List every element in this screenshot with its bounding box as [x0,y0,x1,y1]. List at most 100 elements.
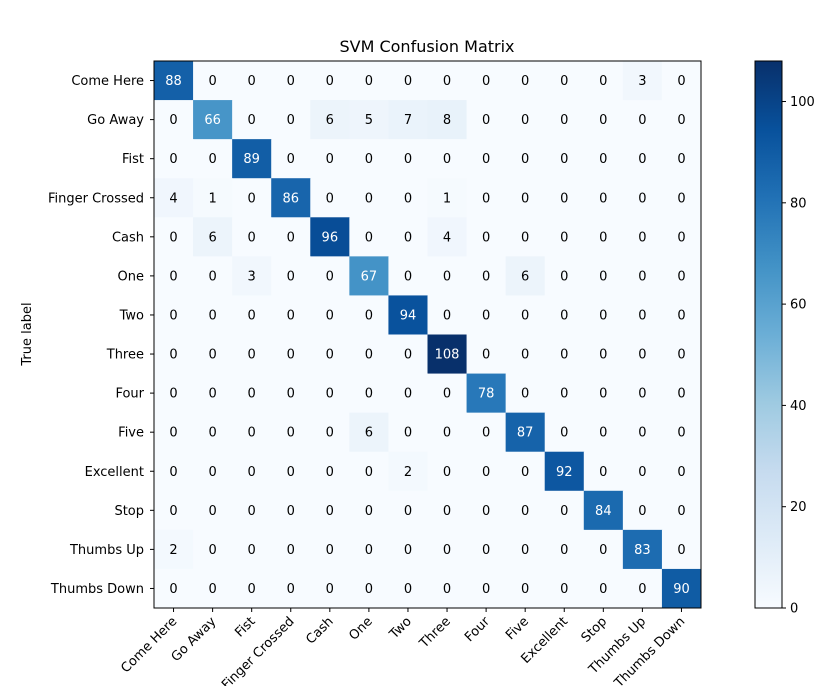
heatmap-cell [193,61,233,101]
heatmap-cell [427,139,468,179]
cell-value-label: 0 [169,152,177,167]
cell-value-label: 84 [595,504,612,519]
cell-value-label: 0 [287,113,295,128]
cell-value-label: 0 [208,504,216,519]
cell-value-label: 0 [365,74,373,89]
heatmap-cell [583,412,624,453]
heatmap-cell [193,295,233,335]
heatmap-cell [232,139,272,179]
heatmap-cell [271,61,311,101]
heatmap-cell [193,529,233,570]
cell-value-label: 2 [404,465,412,480]
y-tick-label: Two [119,308,144,323]
heatmap-cell [310,139,350,179]
heatmap-cell [271,451,311,492]
cell-value-label: 0 [599,152,607,167]
y-tick-label: Four [115,387,144,402]
cell-value-label: 0 [521,308,529,323]
cell-value-label: 0 [365,152,373,167]
cell-value-label: 0 [326,269,334,284]
heatmap-cell [544,139,585,179]
cell-value-label: 4 [169,191,177,206]
heatmap-cell [232,529,272,570]
heatmap-cell [232,61,272,101]
heatmap-cell [544,295,585,335]
colorbar-ticks: 0 20 40 60 80 100 [782,95,815,617]
heatmap-cell [388,217,428,257]
cell-value-label: 0 [638,504,646,519]
heatmap-cell [583,451,624,492]
heatmap-cell [271,334,311,375]
heatmap-cell [154,178,194,218]
heatmap-cell [154,529,194,570]
heatmap-cell [583,178,624,218]
cell-value-label: 83 [634,543,651,558]
heatmap-cell [232,451,272,492]
cell-value-label: 0 [326,74,334,89]
colorbar [754,60,783,609]
heatmap-cell [661,295,702,335]
heatmap-cell [388,529,428,570]
heatmap-cell [232,490,272,531]
heatmap-cell [349,295,389,335]
cell-value-label: 0 [287,426,295,441]
heatmap-cell [388,295,428,335]
heatmap-cell [466,100,507,140]
cell-value-label: 0 [287,230,295,245]
cell-value-label: 88 [165,74,182,89]
colorbar-tick-label: 0 [790,602,798,617]
cell-value-label: 0 [521,230,529,245]
heatmap-cell [193,490,233,531]
cell-value-label: 0 [287,465,295,480]
heatmap-cell [232,412,272,453]
heatmap-cell [388,334,428,375]
cell-value-label: 0 [521,152,529,167]
heatmap-cell [466,256,507,296]
heatmap-cell [310,412,350,453]
cell-value-label: 0 [443,308,451,323]
heatmap-cell [544,61,585,101]
heatmap-cell [661,217,702,257]
heatmap-cell [466,529,507,570]
cell-value-label: 0 [404,543,412,558]
heatmap-cell [622,568,663,609]
cell-value-label: 0 [404,152,412,167]
cell-value-label: 0 [443,152,451,167]
heatmap-cell [661,178,702,218]
heatmap-cell [232,178,272,218]
cell-value-label: 0 [248,387,256,402]
heatmap-cell [388,256,428,296]
cell-value-label: 0 [677,348,685,363]
heatmap-cell [622,412,663,453]
heatmap-cell [154,217,194,257]
cell-value-label: 0 [169,582,177,597]
heatmap-cell [622,100,663,140]
heatmap-cell [505,178,546,218]
cell-value-label: 0 [638,426,646,441]
colorbar-tick-label: 100 [790,95,815,110]
cell-value-label: 0 [560,426,568,441]
cell-value-label: 0 [365,191,373,206]
cell-value-label: 0 [404,191,412,206]
heatmap-cell [349,256,389,296]
x-tick-label: Three [416,614,454,652]
plot-frame [153,60,702,609]
cell-value-label: 4 [443,230,451,245]
cell-value-label: 0 [326,582,334,597]
heatmap-cell [271,529,311,570]
heatmap-cell [427,334,468,375]
heatmap-cells [154,61,702,609]
cell-value-label: 0 [521,465,529,480]
cell-value-label: 0 [599,113,607,128]
heatmap-cell [232,256,272,296]
heatmap-cell [271,139,311,179]
x-tick-label: Two [386,614,415,643]
heatmap-cell [193,334,233,375]
cell-value-label: 0 [521,543,529,558]
cell-value-label: 0 [599,387,607,402]
heatmap-cell [310,490,350,531]
cell-value-label: 0 [248,191,256,206]
cell-value-label: 0 [365,504,373,519]
